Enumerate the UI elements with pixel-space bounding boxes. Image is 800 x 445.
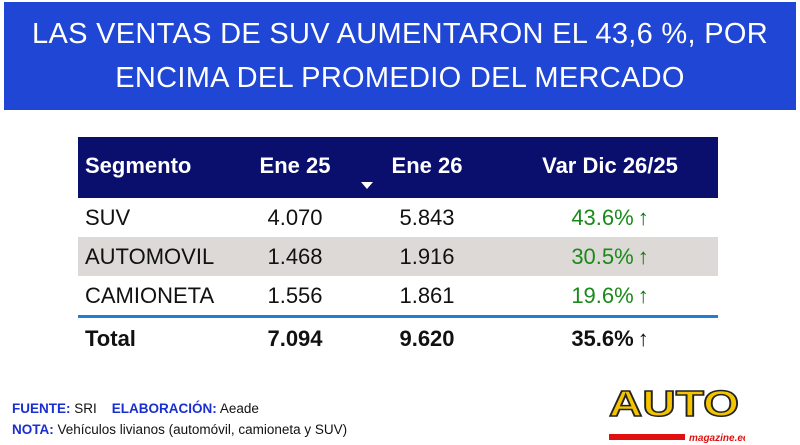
title-banner: LAS VENTAS DE SUV AUMENTARON EL 43,6 %, …	[4, 2, 796, 110]
segment-name: SUV	[85, 204, 131, 230]
table-row: AUTOMOVIL 1.468 1.916 30.5% ↑	[78, 237, 718, 276]
arrow-up-icon: ↑	[637, 204, 649, 230]
segment-name: CAMIONETA	[85, 282, 215, 308]
fuente-label: FUENTE:	[12, 401, 71, 416]
table-row: SUV 4.070 5.843 43.6% ↑	[85, 204, 649, 230]
arrow-up-icon: ↑	[637, 326, 649, 351]
arrow-up-icon: ↑	[637, 282, 649, 308]
sales-table: Segmento Ene 25 Ene 26 Var Dic 26/25 SUV…	[78, 137, 718, 360]
automagazine-logo: AUTO magazine.ec	[608, 384, 745, 444]
header-segmento[interactable]: Segmento	[85, 153, 192, 178]
svg-text:magazine.ec: magazine.ec	[689, 433, 745, 444]
arrow-up-icon: ↑	[637, 243, 649, 269]
title-line-1: LAS VENTAS DE SUV AUMENTARON EL 43,6 %, …	[32, 18, 768, 50]
elaboracion-label: ELABORACIÓN:	[111, 401, 217, 416]
footer: FUENTE: SRI ELABORACIÓN: Aeade NOTA: Veh…	[12, 398, 347, 440]
table-header: Segmento Ene 25 Ene 26 Var Dic 26/25	[78, 137, 718, 198]
title-line-2: ENCIMA DEL PROMEDIO DEL MERCADO	[115, 62, 685, 94]
svg-text:AUTO: AUTO	[609, 384, 739, 424]
total-row: Total 7.094 9.620 35.6% ↑	[85, 326, 649, 351]
nota-label: NOTA:	[12, 422, 54, 437]
total-label: Total	[85, 326, 136, 351]
segment-name: AUTOMOVIL	[85, 243, 215, 269]
elaboracion-value: Aeade	[219, 401, 259, 416]
nota-value: Vehículos livianos (automóvil, camioneta…	[57, 422, 348, 437]
total-separator	[78, 315, 718, 318]
sort-descending-icon[interactable]	[361, 182, 373, 189]
table-row: CAMIONETA 1.556 1.861 19.6% ↑	[85, 282, 649, 308]
fuente-value: SRI	[74, 401, 97, 416]
